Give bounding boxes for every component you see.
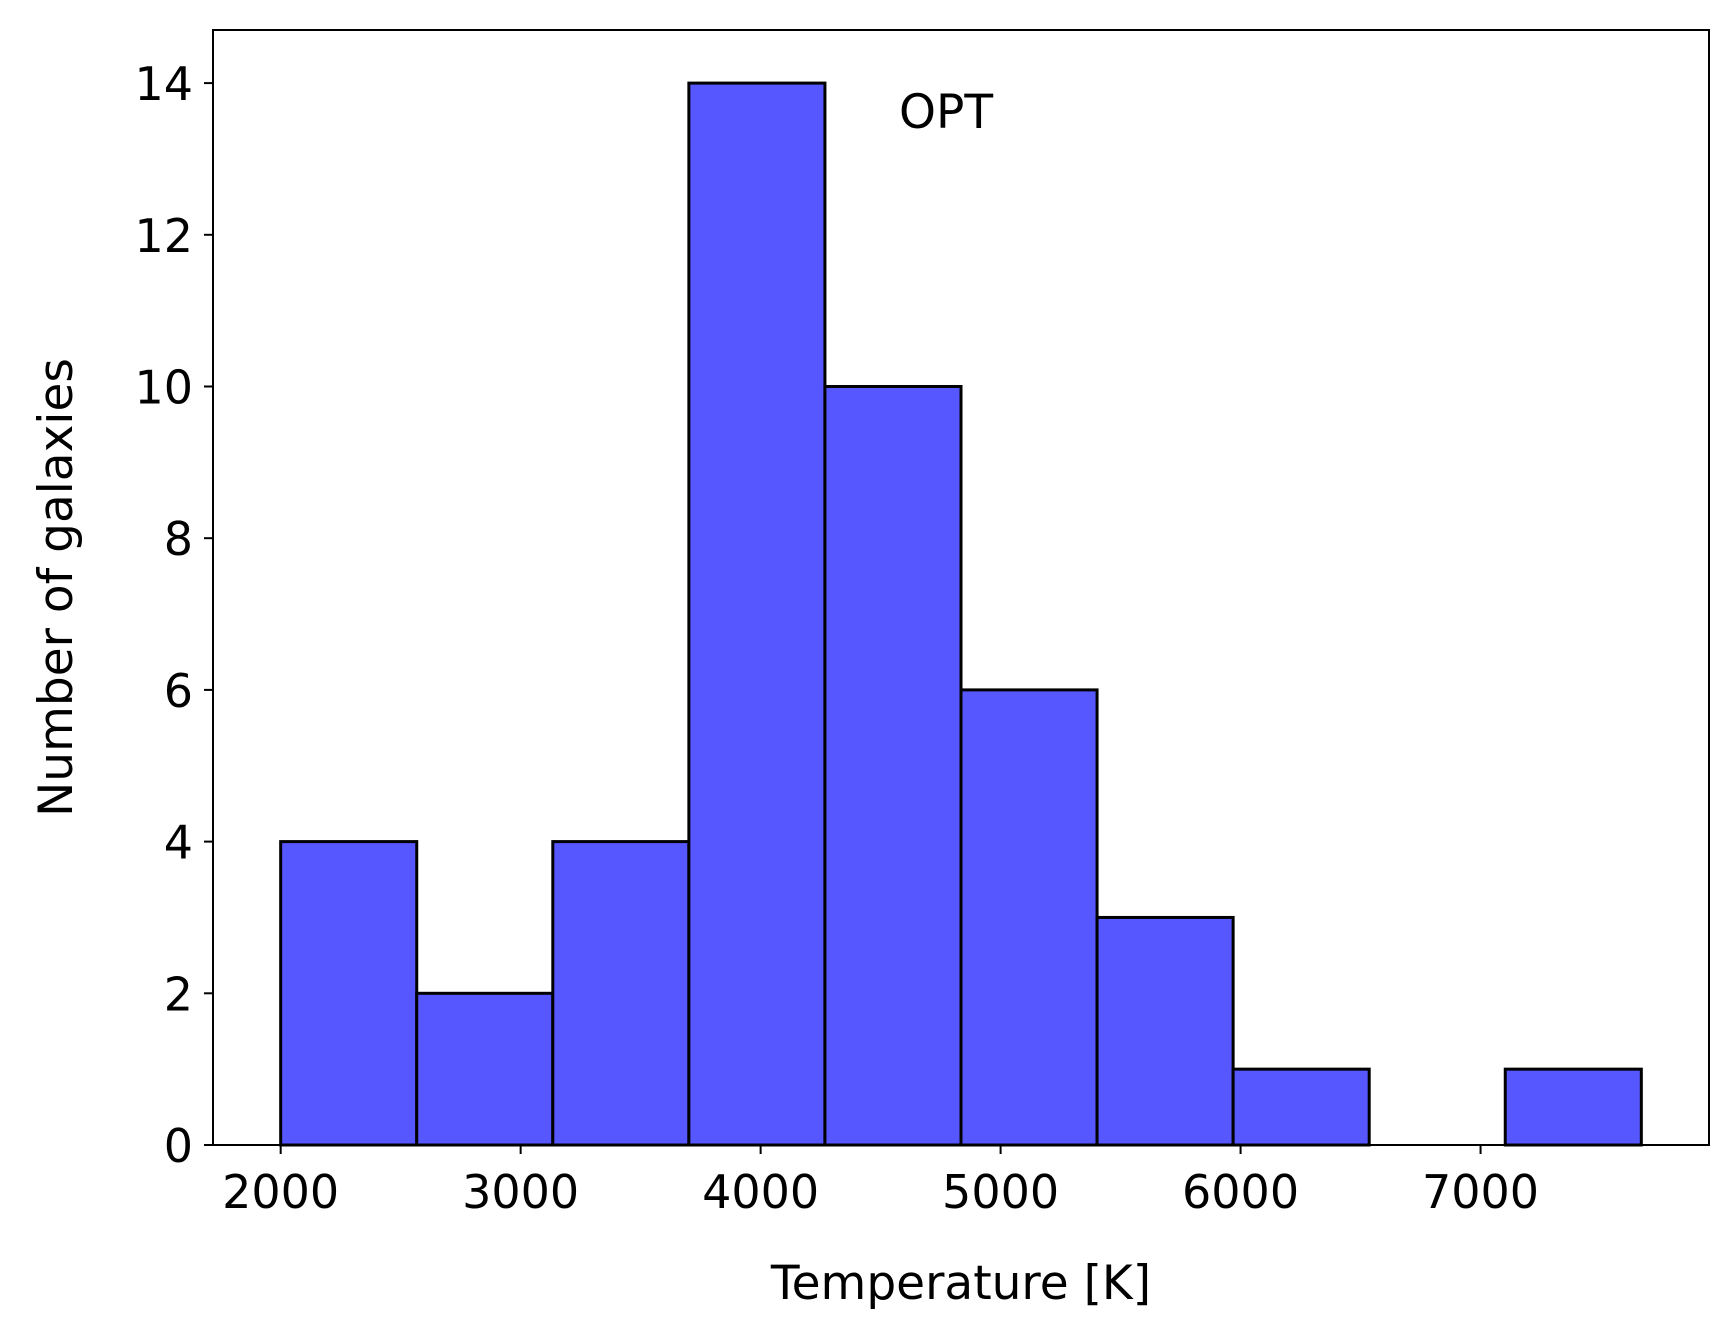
y-tick-label: 10 (134, 360, 193, 414)
histogram-bar (959, 688, 1099, 1147)
annotation-label: OPT (899, 85, 993, 140)
histogram-bar (687, 81, 827, 1147)
histogram-bar (1231, 1067, 1371, 1147)
y-axis-ticks: 0 2 4 6 8 10 12 14 (134, 57, 213, 1173)
y-tick-label: 14 (134, 57, 193, 111)
plot-area-frame (212, 29, 1710, 1146)
bars-group (279, 81, 1643, 1147)
histogram-bar (551, 840, 691, 1147)
y-tick-label: 0 (164, 1119, 193, 1173)
histogram-bar (279, 840, 419, 1147)
histogram-bar (823, 384, 963, 1147)
x-tick-label: 6000 (1182, 1165, 1299, 1219)
y-tick-label: 2 (164, 967, 193, 1021)
y-tick-label: 12 (134, 209, 193, 263)
x-tick-label: 5000 (942, 1165, 1059, 1219)
y-tick-label: 6 (164, 664, 193, 718)
histogram-bar (1503, 1067, 1643, 1147)
histogram-bar (1095, 915, 1235, 1147)
y-axis-label: Number of galaxies (29, 358, 84, 817)
x-tick-label: 7000 (1422, 1165, 1539, 1219)
y-tick-label: 4 (164, 816, 193, 870)
x-axis-label: Temperature [K] (770, 1256, 1151, 1311)
x-tick-label: 4000 (702, 1165, 819, 1219)
x-tick-label: 3000 (462, 1165, 579, 1219)
y-tick-label: 8 (164, 512, 193, 566)
x-axis-ticks: 2000 3000 4000 5000 6000 7000 (222, 1145, 1539, 1219)
x-tick-label: 2000 (222, 1165, 339, 1219)
histogram-bar (415, 991, 555, 1147)
